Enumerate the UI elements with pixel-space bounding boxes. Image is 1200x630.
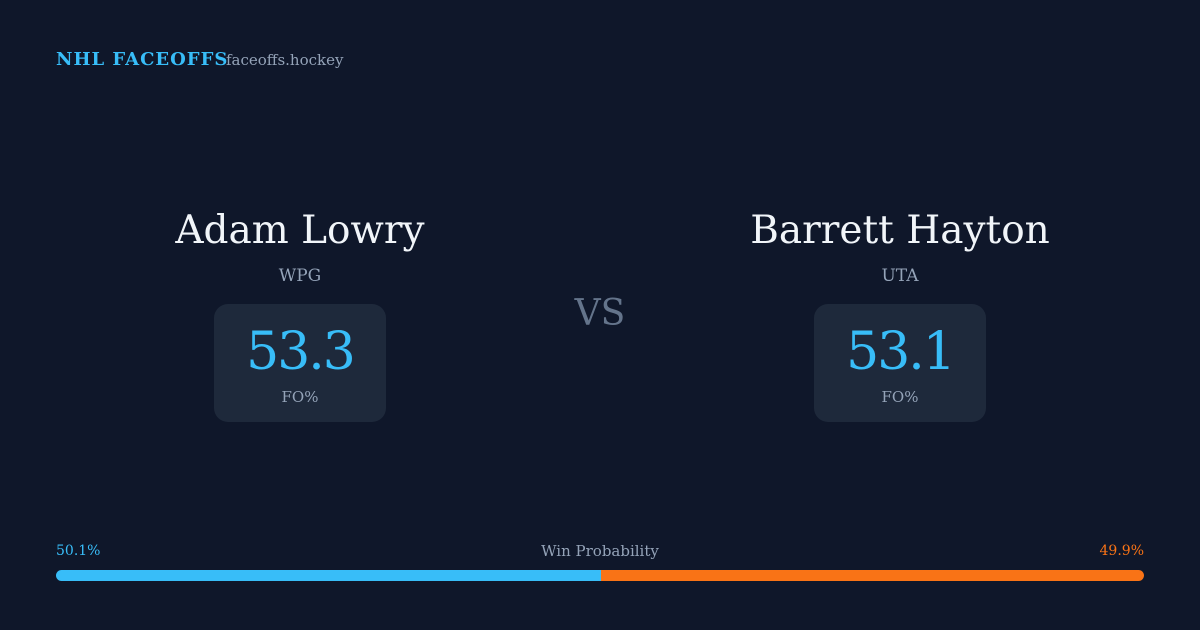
vs: VS — [574, 293, 626, 334]
win-prob-segment — [56, 570, 602, 581]
win-prob-right: 49.9% — [1099, 543, 1144, 559]
fo-label: FO% — [281, 388, 319, 406]
player-team: UTA — [881, 266, 919, 286]
fo-value: 53.1 — [846, 322, 956, 382]
fo-box: 53.1 FO% — [814, 304, 986, 422]
site: faceoffs.hockey — [226, 51, 344, 69]
fo-value: 53.3 — [246, 322, 356, 382]
win-prob-bar — [56, 570, 1144, 581]
player-name: Adam Lowry — [175, 208, 425, 253]
win-prob-segment — [601, 570, 1144, 581]
win-prob-left: 50.1% — [56, 543, 101, 559]
player-left: Adam Lowry WPG 53.3 FO% — [50, 200, 550, 422]
player-team: WPG — [278, 266, 322, 286]
player-name: Barrett Hayton — [750, 208, 1050, 253]
fo-box: 53.3 FO% — [214, 304, 386, 422]
fo-label: FO% — [881, 388, 919, 406]
win-prob-title: Win Probability — [541, 542, 659, 560]
player-right: Barrett Hayton UTA 53.1 FO% — [650, 200, 1150, 422]
brand: NHL FACEOFFS — [56, 49, 229, 70]
